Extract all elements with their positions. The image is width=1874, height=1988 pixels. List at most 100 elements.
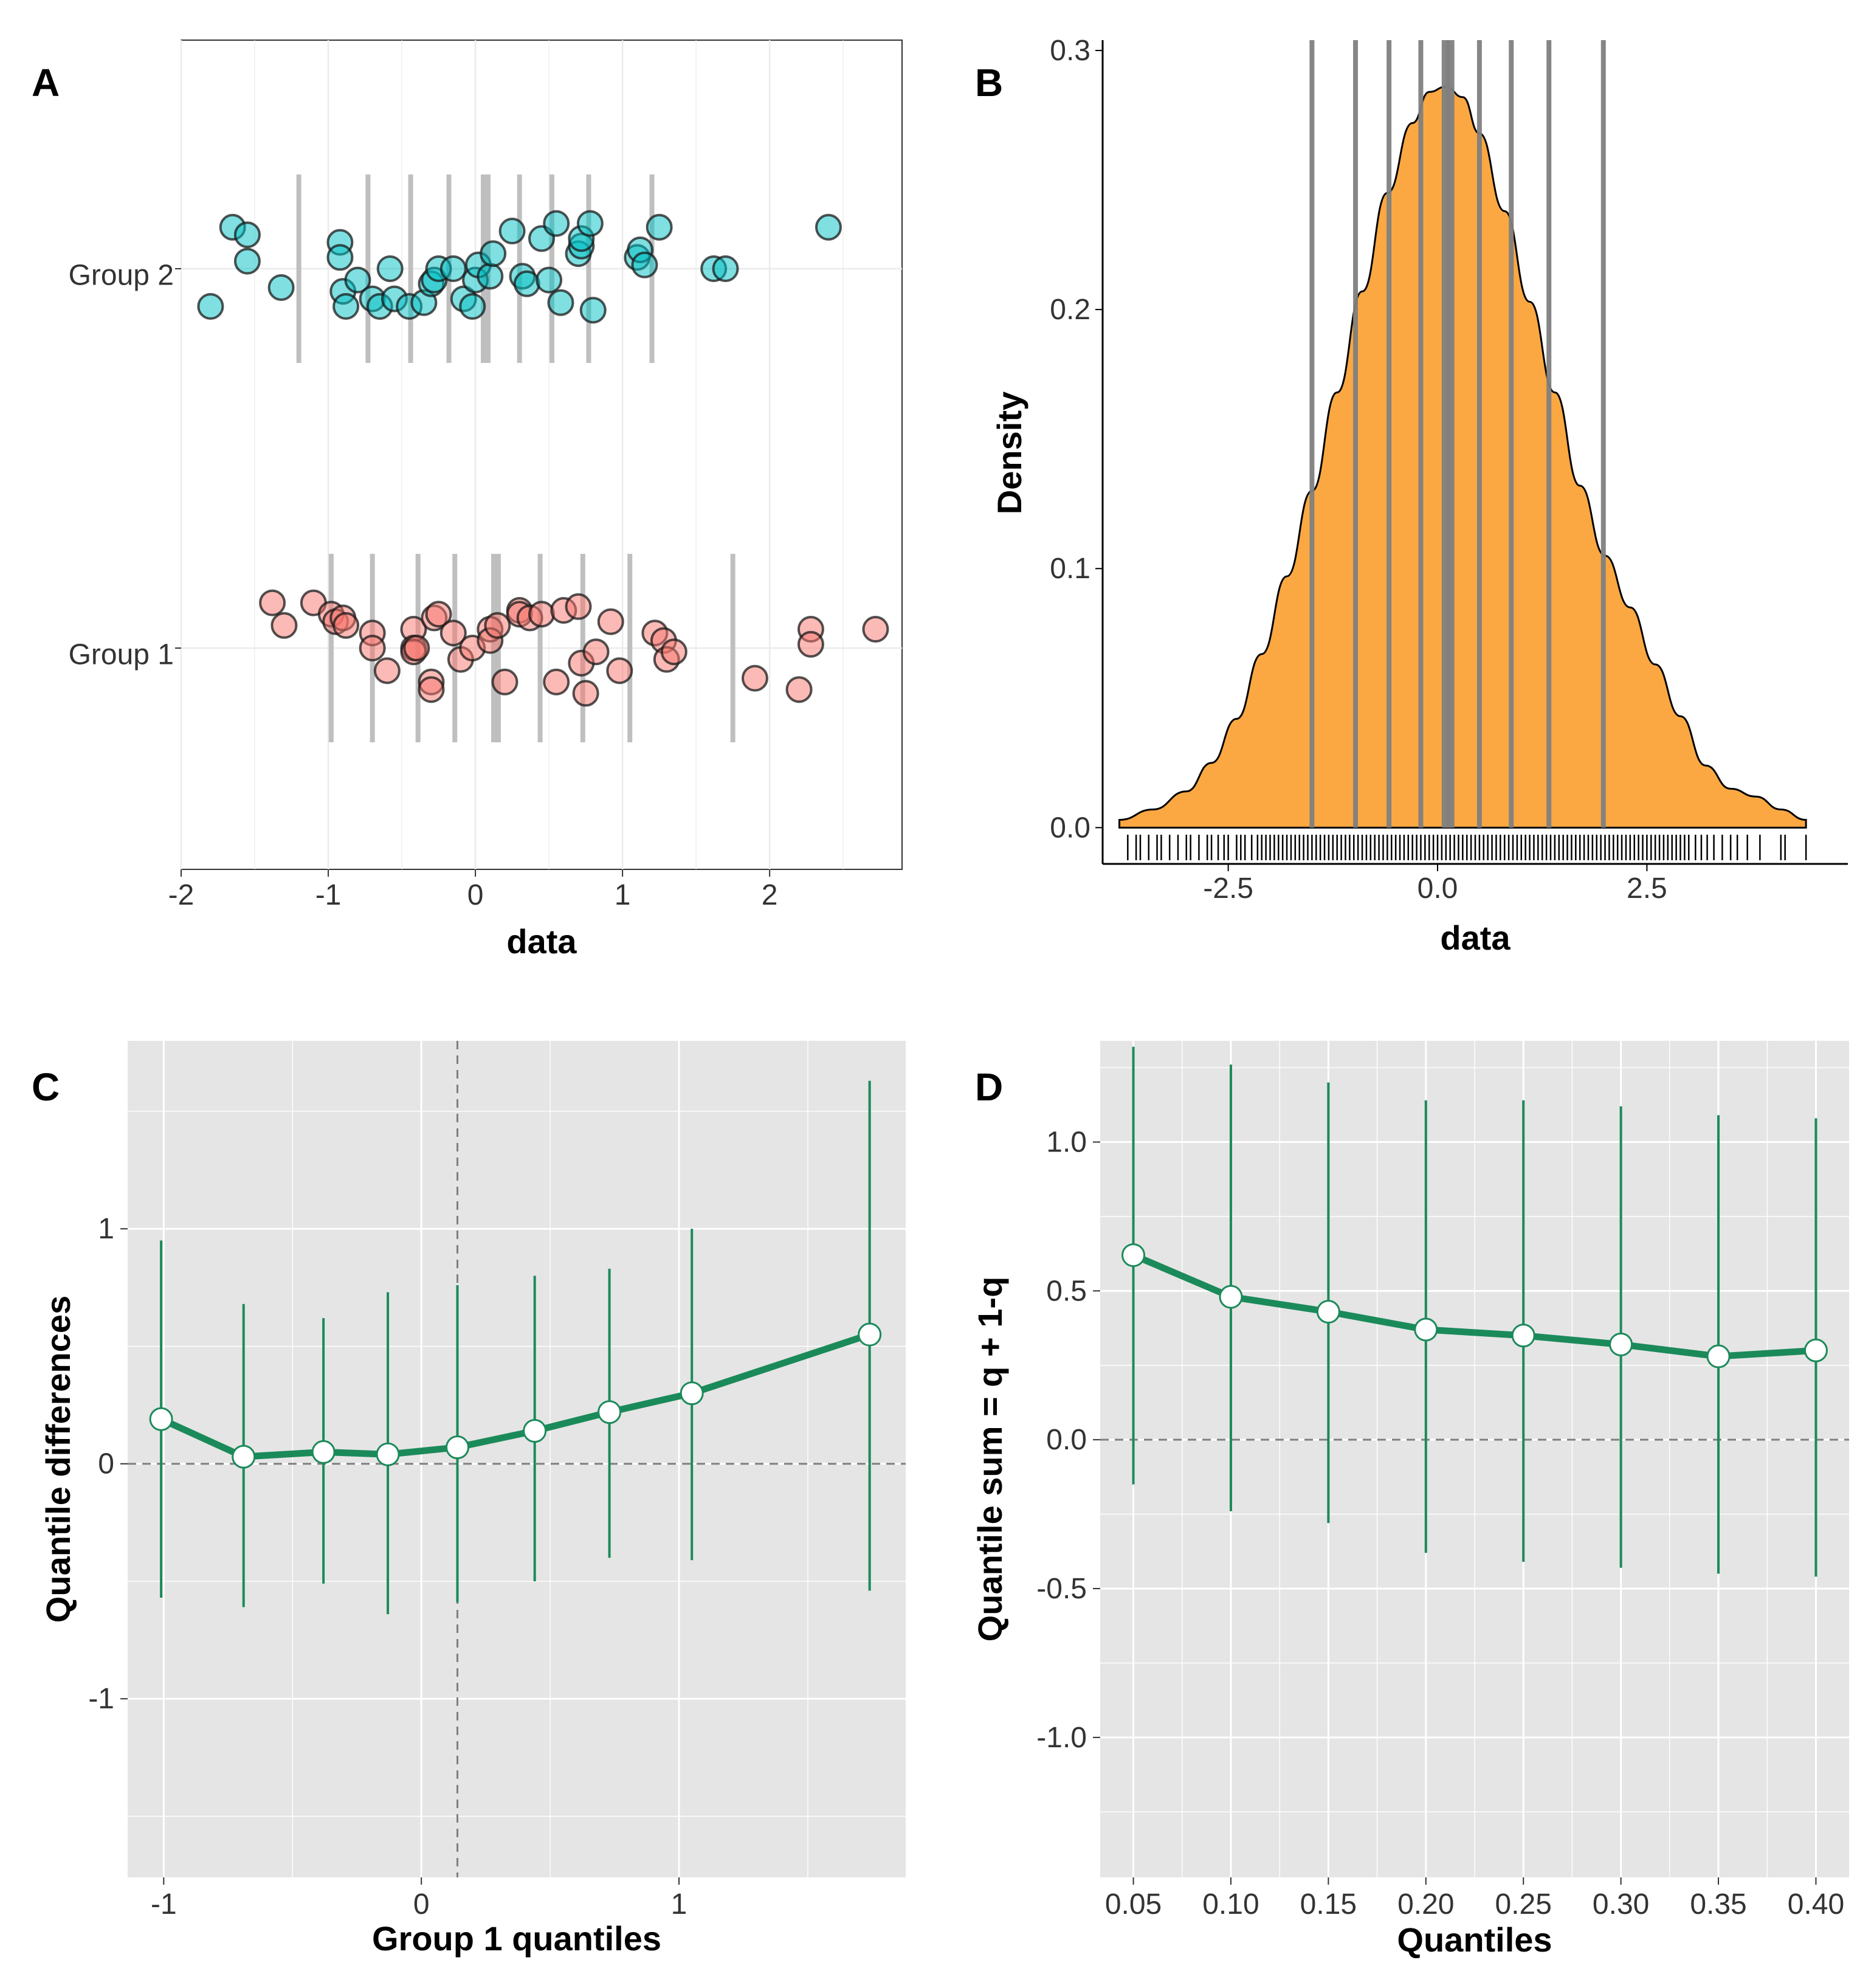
panel-a-point — [712, 255, 739, 282]
panel-a-point — [197, 293, 224, 320]
panel-a-point — [332, 612, 360, 639]
panel-c-x-tick-label: -1 — [151, 1888, 177, 1921]
panel-a-point — [660, 638, 687, 666]
panel-a-x-axis-title: data — [506, 922, 577, 961]
panel-d-x-tick-label: 0.05 — [1105, 1888, 1162, 1921]
panel-d-x-tick-label: 0.25 — [1495, 1888, 1551, 1921]
panel-a-point — [572, 680, 599, 707]
panel-a-point — [815, 213, 842, 241]
panel-a-point — [547, 289, 574, 316]
panel-a-point — [631, 251, 658, 278]
panel-a-point — [480, 240, 507, 267]
panel-d-point — [1121, 1243, 1146, 1268]
panel-a-point — [576, 210, 604, 237]
panel-c-point — [232, 1444, 256, 1469]
panel-a-point — [259, 589, 286, 616]
panel-d-x-tick-label: 0.40 — [1788, 1888, 1844, 1921]
panel-d-point — [1803, 1338, 1828, 1362]
panel-d-x-ticks: 0.05 0.10 0.15 0.20 0.25 0.30 0.35 0.40 — [1105, 1877, 1844, 1921]
panel-c-point — [598, 1400, 622, 1424]
panel-b: B -2.5 0.0 2.5 0.0 0.1 0.2 0.3 data Density — [975, 35, 1848, 957]
panel-a-point — [579, 297, 607, 324]
panel-a-point — [359, 635, 386, 661]
panel-c-y-tick-label: 0 — [98, 1448, 114, 1480]
panel-c-point — [858, 1322, 882, 1347]
panel-c-points — [149, 1322, 882, 1469]
panel-d: D 0.05 0.10 0.15 0.20 0.25 0.30 0.35 0.40 -1.0-… — [971, 1041, 1849, 1959]
panel-a-point — [484, 612, 511, 639]
panel-b-y-ticks: 0.0 0.1 0.2 0.3 — [1050, 35, 1103, 844]
panel-a-point — [597, 608, 624, 635]
panel-d-x-tick-label: 0.30 — [1593, 1888, 1649, 1921]
panel-d-x-tick-label: 0.35 — [1690, 1888, 1746, 1921]
panel-c-point — [149, 1407, 173, 1431]
panel-a-point — [646, 213, 673, 241]
panel-d-series-line — [1130, 1252, 1819, 1360]
panel-a-point — [425, 601, 452, 628]
panel-a-x-tick-label: -1 — [315, 879, 342, 911]
panel-a-group1-label: Group 1 — [69, 639, 174, 671]
panel-d-y-ticks: -1.0 -0.5 0.0 0.5 1.0 — [1036, 1126, 1100, 1754]
panel-c-y-tick-label: 1 — [98, 1213, 114, 1245]
panel-b-x-tick-label: 0.0 — [1418, 872, 1458, 905]
panel-a-point — [332, 293, 360, 320]
panel-a-point — [233, 247, 261, 275]
panel-a-point — [344, 266, 371, 294]
panel-d-point — [1414, 1317, 1438, 1342]
panel-c-point — [311, 1440, 336, 1464]
panel-b-decile-lines — [1309, 40, 1606, 828]
panel-a-point — [267, 274, 295, 301]
panel-c-y-ticks: -1 0 1 — [88, 1213, 128, 1715]
panel-b-x-tick-label: 2.5 — [1627, 872, 1667, 905]
panel-d-y-tick-label: 0.0 — [1046, 1424, 1087, 1456]
panel-b-density-curve — [1118, 86, 1807, 829]
panel-d-x-tick-label: 0.15 — [1300, 1888, 1357, 1921]
panel-a-point — [373, 657, 401, 685]
panel-b-x-tick-label: -2.5 — [1203, 872, 1253, 905]
panel-a-point — [326, 244, 354, 271]
panel-a-point — [418, 676, 445, 703]
panel-a-point — [785, 676, 813, 703]
panel-d-point — [1219, 1285, 1243, 1309]
panel-a-point — [439, 255, 467, 282]
panel-b-y-tick-label: 0.3 — [1050, 35, 1090, 67]
panel-b-density-area — [1118, 86, 1807, 829]
panel-d-x-tick-label: 0.20 — [1397, 1888, 1454, 1921]
panel-a-point — [459, 293, 486, 320]
panel-b-x-axis-title: data — [1440, 919, 1511, 957]
panel-a-point — [536, 266, 563, 294]
panel-a-point — [543, 668, 570, 695]
panel-a-point — [270, 612, 298, 639]
panel-d-y-tick-label: -1.0 — [1036, 1722, 1087, 1754]
panel-a-label: A — [32, 61, 60, 105]
panel-c-reference-lines — [128, 1041, 906, 1877]
panel-c-grid — [128, 1041, 906, 1877]
panel-d-x-tick-label: 0.10 — [1202, 1888, 1259, 1921]
panel-b-y-axis-title: Density — [990, 392, 1028, 514]
panel-a-point — [233, 221, 261, 249]
panel-a-x-tick-label: 0 — [467, 879, 484, 911]
panel-a-point — [491, 668, 518, 695]
panel-a-group2-label: Group 2 — [69, 260, 174, 292]
panel-c-x-tick-label: 1 — [671, 1888, 687, 1921]
panel-d-points — [1121, 1243, 1828, 1368]
panel-a-point — [528, 601, 555, 628]
panel-d-line — [1130, 1252, 1819, 1360]
panel-a-x-ticks: -2 -1 0 1 2 — [168, 869, 778, 911]
panel-b-rug — [1127, 835, 1807, 860]
panel-b-y-tick-label: 0.0 — [1050, 812, 1090, 844]
panel-a-point — [513, 270, 540, 297]
panel-a-points — [197, 210, 889, 707]
panel-d-label: D — [975, 1065, 1003, 1109]
panel-b-y-tick-label: 0.1 — [1050, 553, 1090, 585]
panel-c-x-tick-label: 0 — [413, 1888, 430, 1921]
panel-b-y-tick-label: 0.2 — [1050, 294, 1090, 326]
panel-d-y-axis-title: Quantile sum = q + 1-q — [971, 1277, 1009, 1642]
panel-a-point — [376, 255, 404, 282]
panel-a-x-tick-label: -2 — [168, 879, 195, 911]
panel-c-point — [680, 1381, 704, 1406]
panel-a-x-tick-label: 1 — [615, 879, 631, 911]
panel-a-point — [797, 630, 824, 658]
panel-d-point — [1706, 1344, 1731, 1368]
